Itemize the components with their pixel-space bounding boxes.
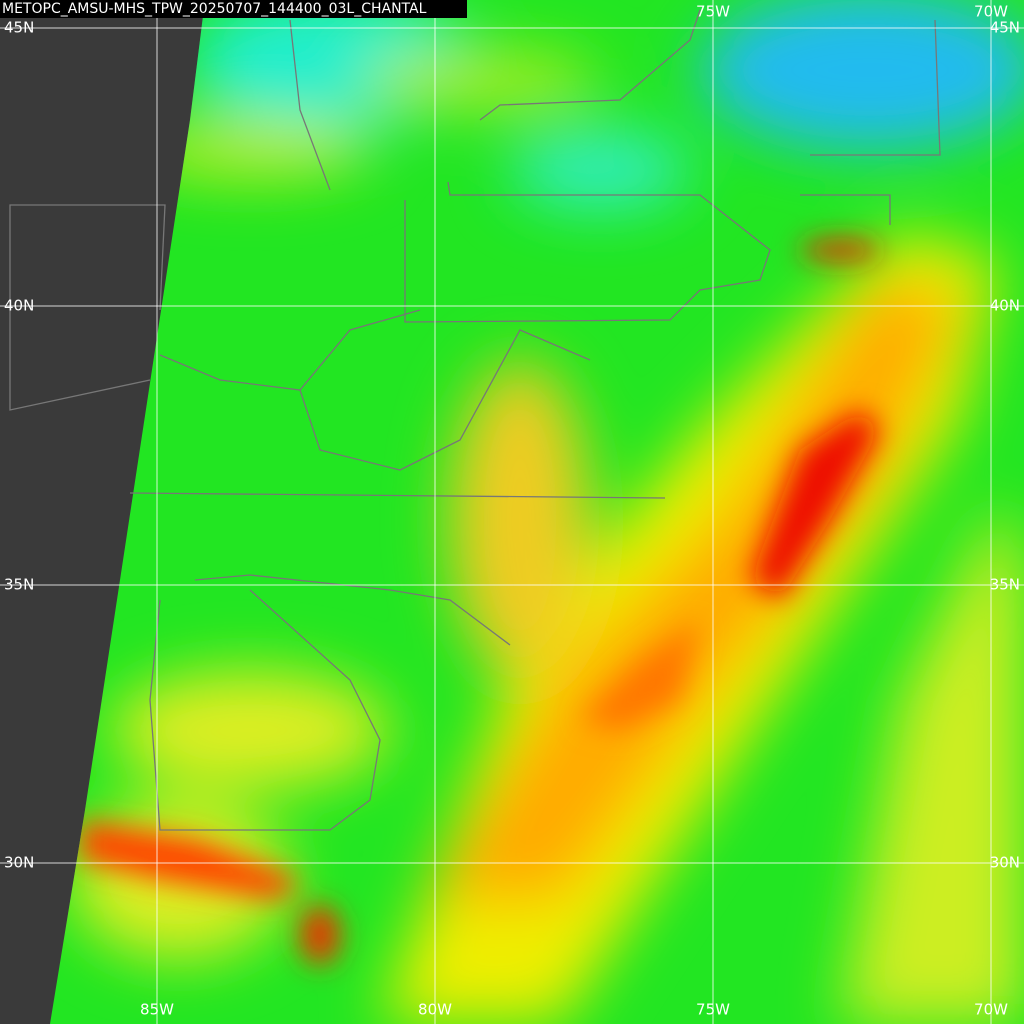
title-box bbox=[0, 0, 467, 18]
lat-label: 45N bbox=[990, 19, 1020, 37]
lat-label: 35N bbox=[990, 576, 1020, 594]
lon-label: 80W bbox=[418, 1001, 452, 1019]
lon-label: 75W bbox=[696, 1001, 730, 1019]
lat-label: 30N bbox=[4, 854, 34, 872]
lon-label: 85W bbox=[140, 1001, 174, 1019]
lon-label: 70W bbox=[974, 3, 1008, 21]
lon-label: 75W bbox=[696, 3, 730, 21]
lat-label: 35N bbox=[4, 576, 34, 594]
title: METOPC_AMSU-MHS_TPW_20250707_144400_03L_… bbox=[2, 1, 427, 17]
boundaries bbox=[9, 9, 941, 831]
lat-label: 40N bbox=[990, 297, 1020, 315]
lat-label: 45N bbox=[4, 19, 34, 37]
lat-label: 40N bbox=[4, 297, 34, 315]
lon-label: 70W bbox=[974, 1001, 1008, 1019]
lat-label: 30N bbox=[990, 854, 1020, 872]
labels: 45N 40N 35N 30N 45N 40N 35N 30N 75W 70W … bbox=[4, 3, 1020, 1019]
